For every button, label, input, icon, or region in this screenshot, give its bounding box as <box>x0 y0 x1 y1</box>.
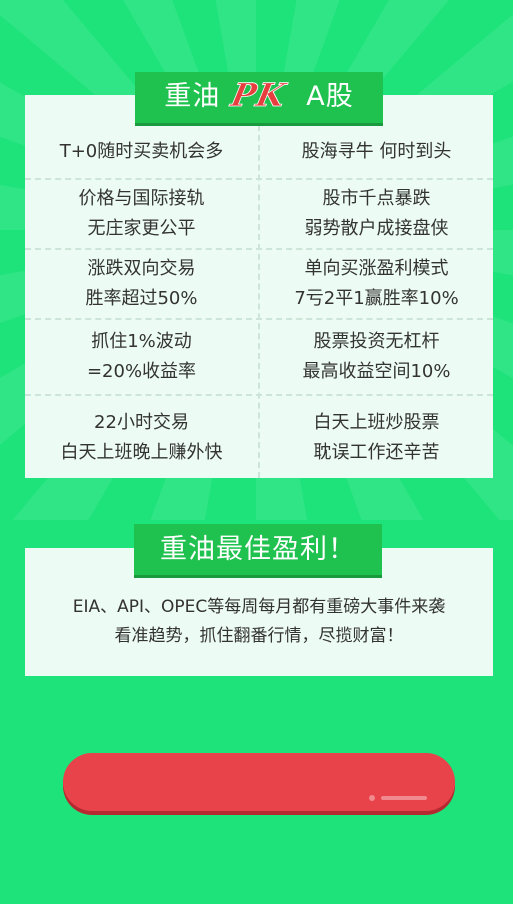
column-divider <box>258 125 260 478</box>
oil-advantage-line: 抓住1%波动 <box>91 331 192 352</box>
oil-advantage: 22小时交易 白天上班晚上赚外快 <box>25 396 258 480</box>
stock-disadvantage-line: 股海寻牛 何时到头 <box>301 140 452 162</box>
stock-disadvantage-line: 最高收益空间10% <box>302 361 451 382</box>
profit-description-line: EIA、API、OPEC等每周每月都有重磅大事件来袭 <box>72 597 446 617</box>
stock-disadvantage: 股海寻牛 何时到头 <box>260 125 493 178</box>
comparison-grid: T+0随时买卖机会多 股海寻牛 何时到头 价格与国际接轨 无庄家更公平 股市千点… <box>25 125 493 478</box>
stock-disadvantage: 单向买涨盈利模式 7亏2平1赢胜率10% <box>260 250 493 318</box>
oil-advantage: 价格与国际接轨 无庄家更公平 <box>25 180 258 248</box>
pk-logo: PK <box>228 75 291 114</box>
swipe-indicator-icon <box>369 795 375 801</box>
oil-advantage-line: T+0随时买卖机会多 <box>59 140 224 162</box>
swipe-indicator-bar <box>381 796 427 800</box>
comparison-row: 抓住1%波动 =20%收益率 股票投资无杠杆 最高收益空间10% <box>25 318 493 394</box>
profit-description: EIA、API、OPEC等每周每月都有重磅大事件来袭 看准趋势，抓住翻番行情，尽… <box>25 593 493 651</box>
stock-disadvantage-line: 单向买涨盈利模式 <box>304 258 449 279</box>
stock-disadvantage: 白天上班炒股票 耽误工作还辛苦 <box>260 396 493 480</box>
oil-advantage: T+0随时买卖机会多 <box>25 125 258 178</box>
comparison-row: T+0随时买卖机会多 股海寻牛 何时到头 <box>25 125 493 178</box>
stock-disadvantage-line: 7亏2平1赢胜率10% <box>294 288 459 309</box>
comparison-row: 22小时交易 白天上班晚上赚外快 白天上班炒股票 耽误工作还辛苦 <box>25 394 493 480</box>
oil-advantage-line: 涨跌双向交易 <box>87 258 196 279</box>
stock-disadvantage: 股票投资无杠杆 最高收益空间10% <box>260 320 493 394</box>
oil-advantage-line: =20%收益率 <box>86 361 197 382</box>
oil-advantage: 抓住1%波动 =20%收益率 <box>25 320 258 394</box>
stock-disadvantage-line: 弱势散户成接盘侠 <box>304 218 449 239</box>
title-stock: A股 <box>306 81 354 112</box>
stock-disadvantage: 股市千点暴跌 弱势散户成接盘侠 <box>260 180 493 248</box>
stock-disadvantage-line: 股市千点暴跌 <box>322 188 431 209</box>
stock-disadvantage-line: 白天上班炒股票 <box>313 412 440 433</box>
pk-logo-text: PK <box>228 76 291 114</box>
profit-panel: EIA、API、OPEC等每周每月都有重磅大事件来袭 看准趋势，抓住翻番行情，尽… <box>25 548 493 676</box>
profit-title-badge: 重油最佳盈利！ <box>134 524 382 578</box>
oil-advantage: 涨跌双向交易 胜率超过50% <box>25 250 258 318</box>
oil-advantage-line: 22小时交易 <box>94 412 189 433</box>
oil-advantage-line: 无庄家更公平 <box>87 218 196 239</box>
comparison-row: 涨跌双向交易 胜率超过50% 单向买涨盈利模式 7亏2平1赢胜率10% <box>25 248 493 318</box>
title-oil: 重油 <box>164 81 221 112</box>
comparison-row: 价格与国际接轨 无庄家更公平 股市千点暴跌 弱势散户成接盘侠 <box>25 178 493 248</box>
comparison-title-badge: 重油 PK A股 <box>135 72 383 126</box>
comparison-panel: T+0随时买卖机会多 股海寻牛 何时到头 价格与国际接轨 无庄家更公平 股市千点… <box>25 95 493 478</box>
oil-advantage-line: 价格与国际接轨 <box>78 188 205 209</box>
profit-description-line: 看准趋势，抓住翻番行情，尽揽财富！ <box>114 626 404 646</box>
stock-disadvantage-line: 股票投资无杠杆 <box>313 331 440 352</box>
stock-disadvantage-line: 耽误工作还辛苦 <box>313 442 440 463</box>
oil-advantage-line: 白天上班晚上赚外快 <box>60 442 223 463</box>
oil-advantage-line: 胜率超过50% <box>85 288 198 309</box>
cta-button[interactable] <box>63 753 455 811</box>
